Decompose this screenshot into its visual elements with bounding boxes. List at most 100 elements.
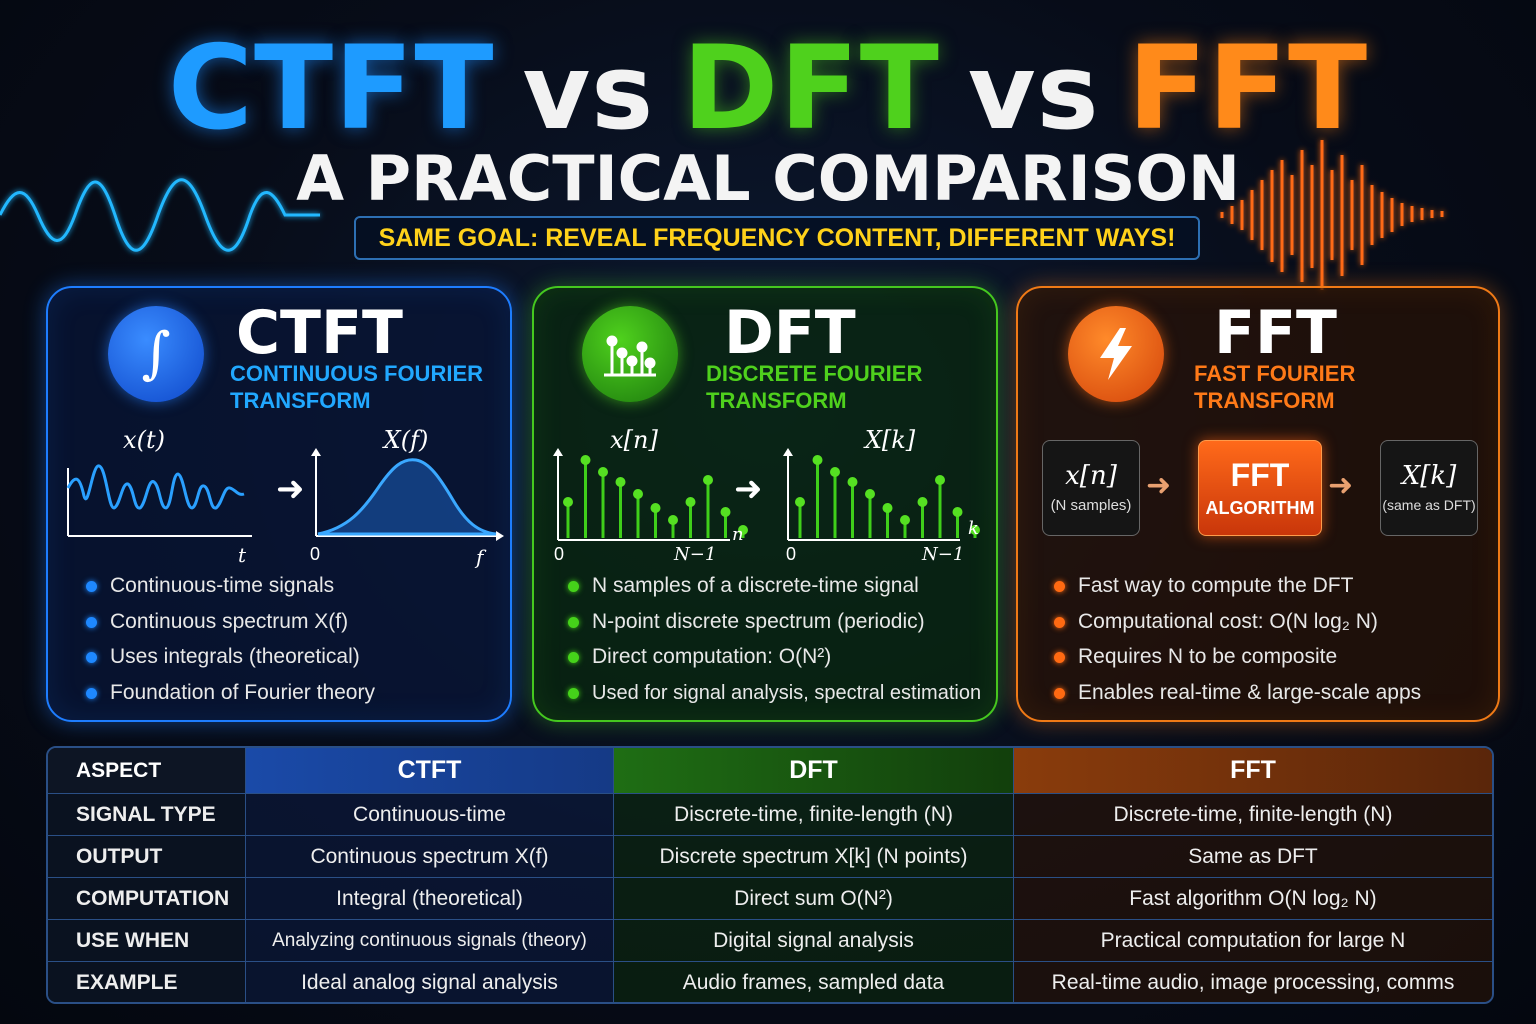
title-vs-2: vs bbox=[967, 31, 1100, 153]
dft-left-axis-zero: 0 bbox=[554, 544, 564, 564]
table-cell: USE WHEN bbox=[48, 920, 246, 962]
table-row: COMPUTATION Integral (theoretical) Direc… bbox=[48, 878, 1492, 920]
stem-marker bbox=[598, 467, 608, 477]
ctft-right-axis-zero: 0 bbox=[310, 544, 320, 564]
table-cell: Analyzing continuous signals (theory) bbox=[246, 920, 614, 962]
arrow-right-icon: ➜ bbox=[1146, 469, 1172, 502]
list-item: Fast way to compute the DFT bbox=[1054, 574, 1421, 610]
table-cell: Discrete spectrum X[k] (N points) bbox=[614, 836, 1014, 878]
stem-marker bbox=[633, 489, 643, 499]
table-cell: Continuous-time bbox=[246, 794, 614, 836]
dft-right-stems bbox=[795, 455, 980, 538]
ctft-subtitle-line1: CONTINUOUS FOURIER bbox=[230, 361, 483, 386]
ctft-card-subtitle: CONTINUOUS FOURIER TRANSFORM bbox=[230, 360, 510, 414]
main-title: CTFT vs DFT vs FFT bbox=[0, 24, 1536, 157]
table-header-row: ASPECT CTFT DFT FFT bbox=[48, 748, 1492, 794]
table-row: EXAMPLE Ideal analog signal analysis Aud… bbox=[48, 962, 1492, 1002]
table-cell: Digital signal analysis bbox=[614, 920, 1014, 962]
fft-input-label: x[n] bbox=[1065, 461, 1117, 491]
dft-left-axis-end: N−1 bbox=[673, 544, 716, 565]
stem-marker bbox=[795, 497, 805, 507]
table-header-cell: CTFT bbox=[246, 748, 614, 794]
ctft-subtitle-line2: TRANSFORM bbox=[230, 388, 371, 413]
stem-marker bbox=[935, 475, 945, 485]
table-cell: Practical computation for large N bbox=[1014, 920, 1492, 962]
ctft-left-graph-label: x(t) bbox=[123, 426, 165, 454]
stem-marker bbox=[847, 477, 858, 487]
stem-marker bbox=[952, 507, 963, 517]
fft-algo-sub: ALGORITHM bbox=[1205, 498, 1315, 518]
table-row: SIGNAL TYPE Continuous-time Discrete-tim… bbox=[48, 794, 1492, 836]
tagline-banner: SAME GOAL: REVEAL FREQUENCY CONTENT, DIF… bbox=[354, 216, 1200, 260]
ctft-spectrum-curve bbox=[317, 458, 497, 536]
comparison-table: ASPECT CTFT DFT FFT SIGNAL TYPE Continuo… bbox=[46, 746, 1494, 1004]
dft-card-title: DFT bbox=[724, 298, 856, 368]
stem-marker bbox=[917, 497, 928, 507]
dft-subtitle-line1: DISCRETE FOURIER bbox=[706, 361, 923, 386]
dft-left-stems bbox=[563, 455, 748, 538]
list-item: Computational cost: O(N log₂ N) bbox=[1054, 610, 1421, 646]
fft-output-box: X[k] (same as DFT) bbox=[1380, 440, 1478, 536]
stem-plot-icon bbox=[582, 306, 678, 402]
dft-right-axis-end: N−1 bbox=[921, 544, 964, 565]
arrow-icon: ➜ bbox=[276, 470, 305, 508]
table-cell: EXAMPLE bbox=[48, 962, 246, 1002]
ctft-graphs: x(t) t ➜ X(f) 0 f bbox=[66, 426, 504, 569]
orange-audio-wave bbox=[1220, 140, 1444, 290]
dft-left-graph-label: x[n] bbox=[610, 426, 658, 454]
fft-subtitle-line1: FAST FOURIER bbox=[1194, 361, 1356, 386]
table-cell: OUTPUT bbox=[48, 836, 246, 878]
table-cell: Fast algorithm O(N log₂ N) bbox=[1014, 878, 1492, 920]
table-cell: Ideal analog signal analysis bbox=[246, 962, 614, 1002]
dft-graphs: x[n] 0 N−1 n ➜ X[k] 0 N−1 k bbox=[553, 426, 980, 565]
stem-marker bbox=[580, 455, 591, 465]
list-item: Continuous-time signals bbox=[86, 574, 375, 610]
dft-subtitle-line2: TRANSFORM bbox=[706, 388, 847, 413]
list-item: Uses integrals (theoretical) bbox=[86, 645, 375, 681]
fft-bullet-list: Fast way to compute the DFT Computationa… bbox=[1054, 574, 1421, 716]
table-row: USE WHEN Analyzing continuous signals (t… bbox=[48, 920, 1492, 962]
title-fft: FFT bbox=[1127, 21, 1369, 156]
table-header-cell: ASPECT bbox=[48, 748, 246, 794]
stem-marker bbox=[703, 475, 713, 485]
stem-marker bbox=[882, 503, 893, 513]
stem-marker bbox=[865, 489, 875, 499]
stem-marker bbox=[685, 497, 696, 507]
title-dft: DFT bbox=[682, 21, 940, 156]
arrow-right-icon: ➜ bbox=[1328, 469, 1354, 502]
stem-marker bbox=[812, 455, 823, 465]
stem-marker bbox=[615, 477, 626, 487]
list-item: N-point discrete spectrum (periodic) bbox=[568, 610, 981, 646]
dft-bullet-list: N samples of a discrete-time signal N-po… bbox=[568, 574, 981, 716]
list-item: Used for signal analysis, spectral estim… bbox=[568, 681, 981, 717]
stem-marker bbox=[668, 515, 678, 525]
ctft-right-axis-label: f bbox=[474, 545, 487, 569]
fft-output-label: X[k] bbox=[1401, 461, 1457, 491]
ctft-bullet-list: Continuous-time signals Continuous spect… bbox=[86, 574, 375, 716]
list-item: Direct computation: O(N²) bbox=[568, 645, 981, 681]
table-cell: SIGNAL TYPE bbox=[48, 794, 246, 836]
ctft-card: ∫ CTFT CONTINUOUS FOURIER TRANSFORM x(t)… bbox=[46, 286, 512, 722]
lightning-bolt-icon bbox=[1068, 306, 1164, 402]
stem-marker bbox=[738, 525, 748, 535]
fft-output-note: (same as DFT) bbox=[1382, 497, 1476, 513]
dft-card: DFT DISCRETE FOURIER TRANSFORM x[n] 0 N−… bbox=[532, 286, 998, 722]
fft-subtitle-line2: TRANSFORM bbox=[1194, 388, 1335, 413]
subtitle: A PRACTICAL COMPARISON bbox=[296, 142, 1240, 215]
table-cell: Real-time audio, image processing, comms bbox=[1014, 962, 1492, 1002]
fft-input-note: (N samples) bbox=[1050, 497, 1132, 514]
stem-marker bbox=[720, 507, 731, 517]
table-header-cell: FFT bbox=[1014, 748, 1492, 794]
dft-right-axis-label: k bbox=[968, 518, 979, 539]
title-vs-1: vs bbox=[522, 31, 655, 153]
dft-left-axis-label: n bbox=[732, 524, 744, 545]
fft-algorithm-box: FFT ALGORITHM bbox=[1198, 440, 1322, 536]
title-ctft: CTFT bbox=[167, 21, 495, 156]
stem-marker bbox=[563, 497, 573, 507]
list-item: Requires N to be composite bbox=[1054, 645, 1421, 681]
stem-marker bbox=[900, 515, 910, 525]
fft-card-title: FFT bbox=[1214, 298, 1337, 368]
integral-icon: ∫ bbox=[108, 306, 204, 402]
dft-right-axis-zero: 0 bbox=[786, 544, 796, 564]
